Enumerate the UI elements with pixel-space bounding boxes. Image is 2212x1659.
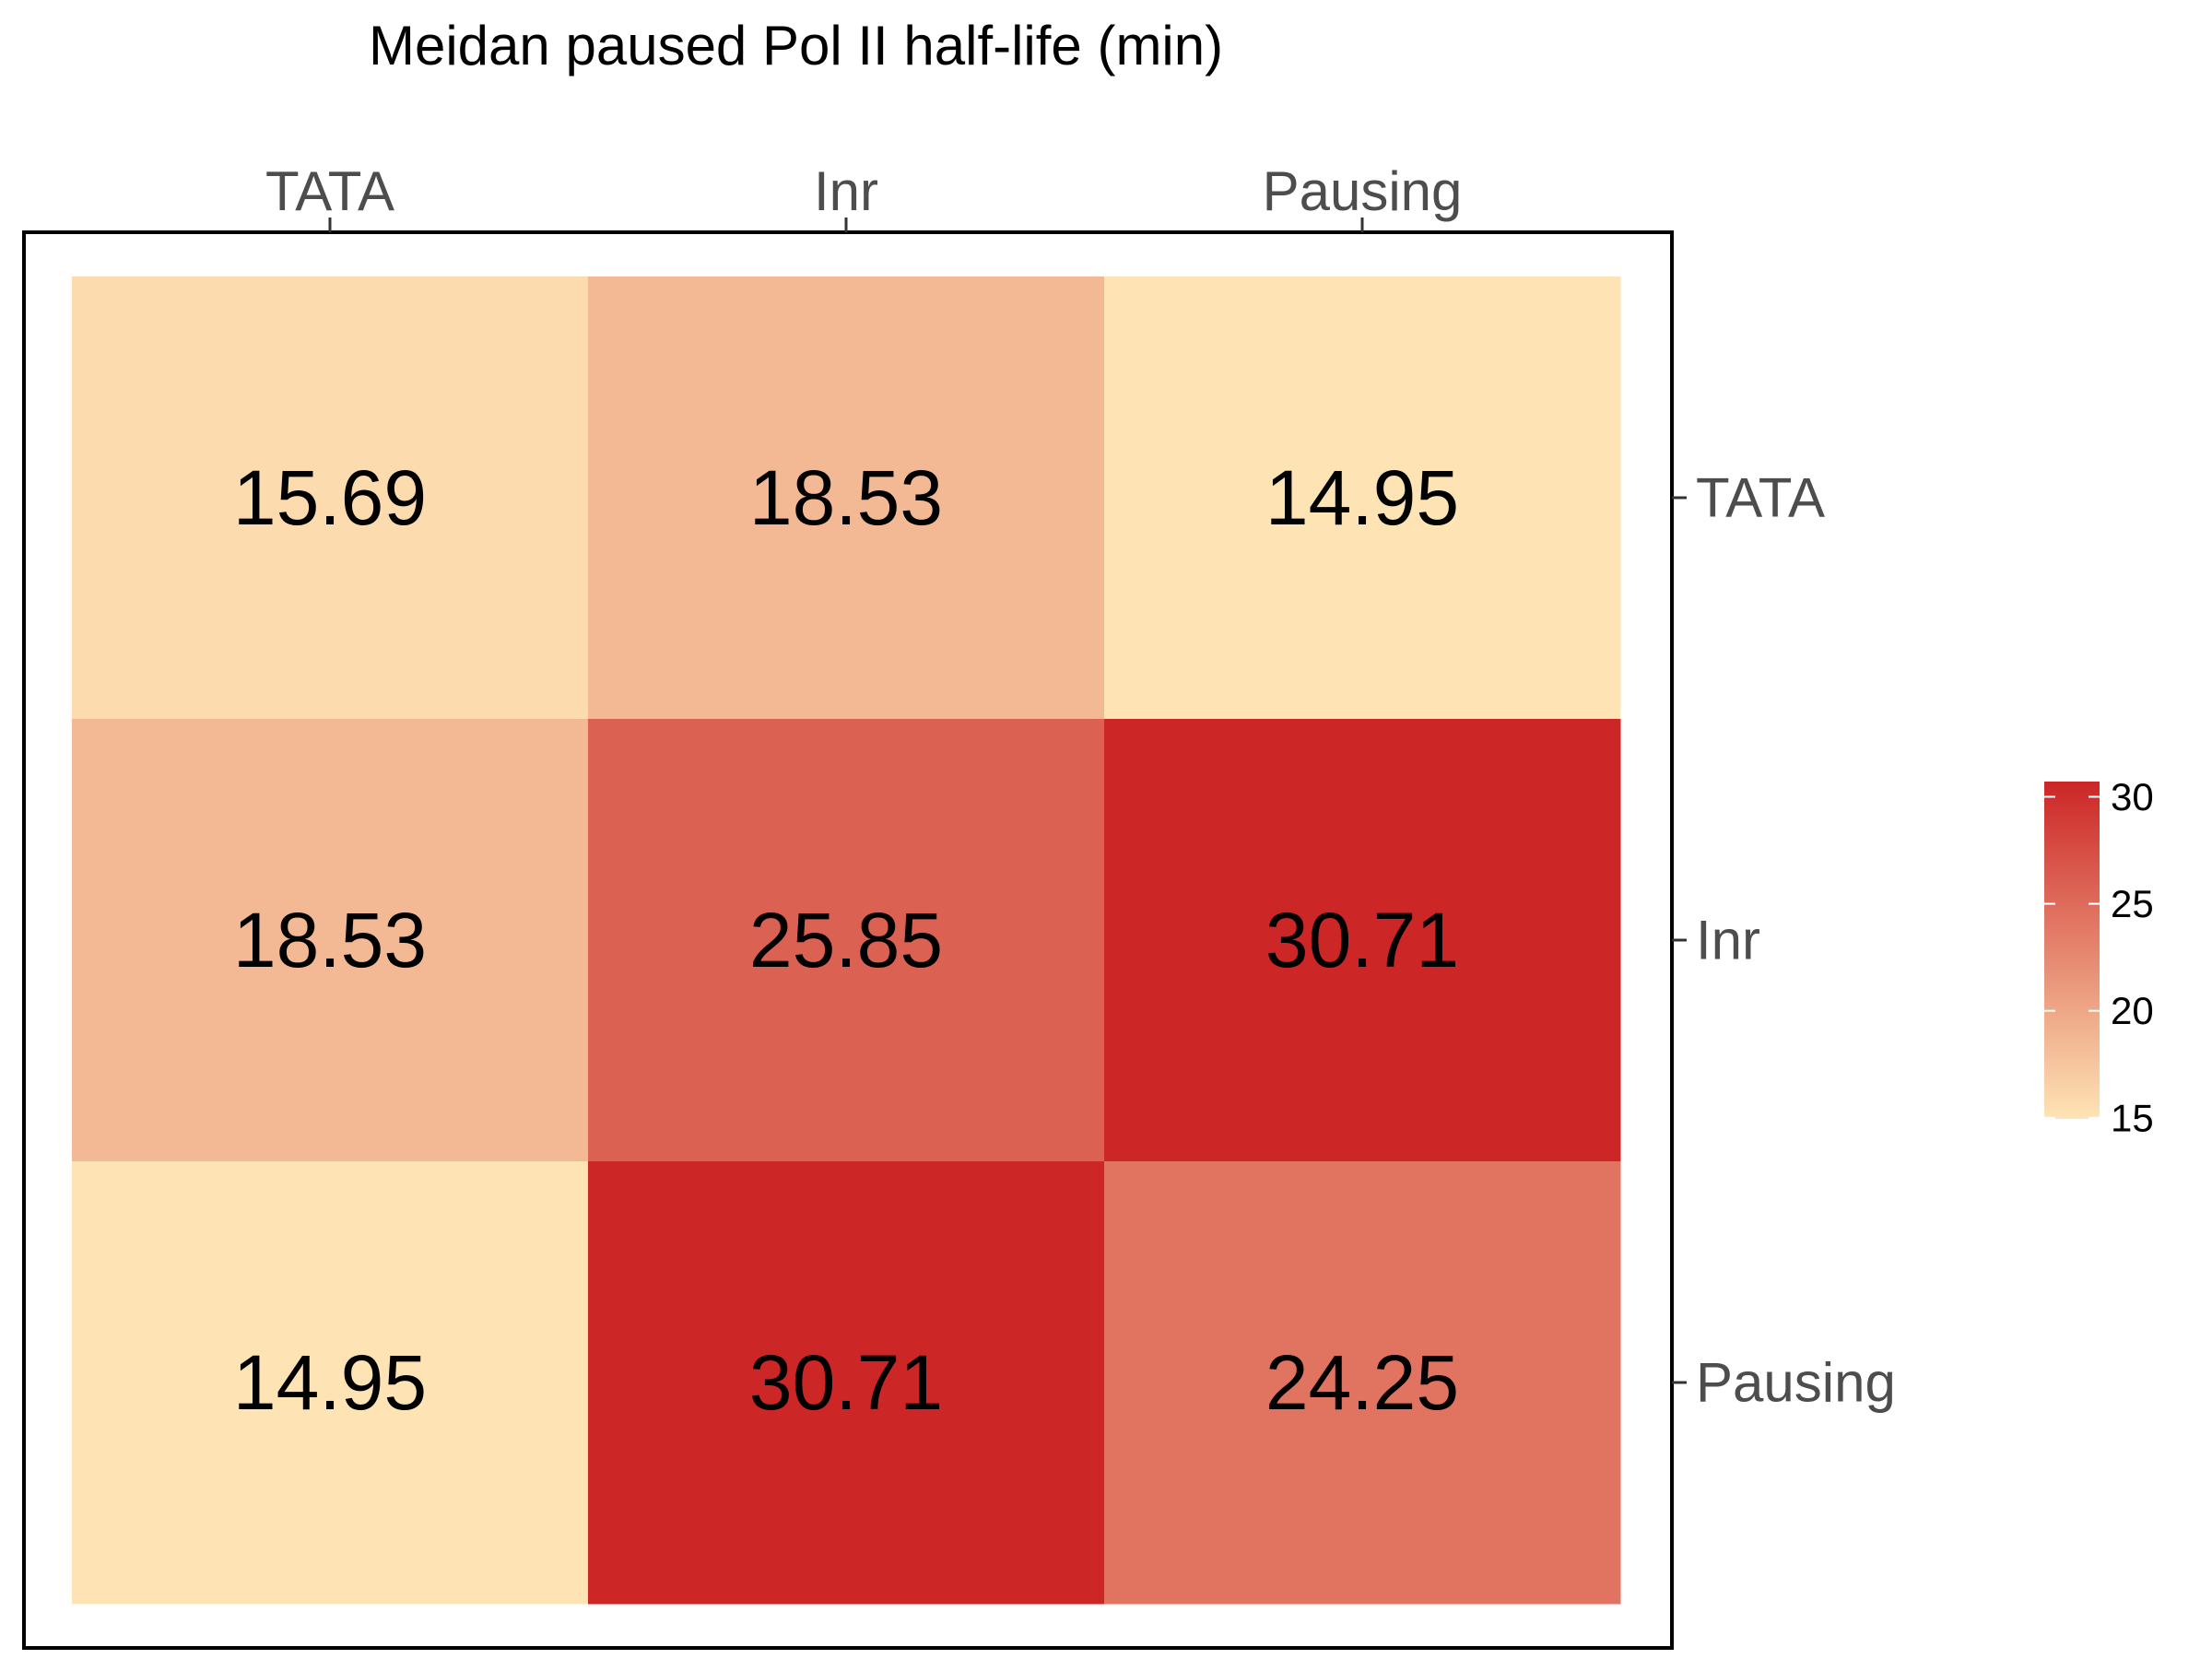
cell-label: 25.85: [749, 897, 943, 983]
heatmap-cell: [588, 1161, 1105, 1605]
heatmap-cell: [72, 719, 589, 1162]
y-axis: TATA Inr Pausing: [1672, 467, 1896, 1414]
y-tick-label: Pausing: [1696, 1352, 1896, 1414]
x-axis: TATA Inr Pausing: [265, 160, 1462, 232]
color-legend: 15 20 25 30: [2044, 775, 2154, 1139]
heatmap-cell: [1104, 719, 1621, 1162]
legend-tick-label: 15: [2111, 1096, 2154, 1139]
heatmap-cell: [1104, 1161, 1621, 1605]
heatmap-cell: [72, 276, 589, 720]
cell-label: 18.53: [749, 454, 943, 541]
chart-title: Meidan paused Pol II half-life (min): [369, 15, 1223, 76]
cell-label: 18.53: [233, 897, 427, 983]
legend-tick-label: 25: [2111, 882, 2154, 925]
heatmap-cell: [72, 1161, 589, 1605]
heatmap-cell: [588, 276, 1105, 720]
x-tick-label: Pausing: [1263, 160, 1463, 222]
cell-label: 15.69: [233, 454, 427, 541]
heatmap-cells: 15.69 18.53 14.95 18.53 25.85 30.71 14.95 30.71…: [72, 276, 1621, 1605]
x-tick-label: Inr: [814, 160, 878, 222]
y-tick-label: TATA: [1696, 467, 1825, 529]
legend-colorbar: [2044, 782, 2100, 1119]
cell-label: 24.25: [1265, 1339, 1459, 1426]
heatmap-cell: [588, 719, 1105, 1162]
cell-label: 14.95: [1265, 454, 1459, 541]
y-tick-label: Inr: [1696, 910, 1760, 971]
legend-tick-label: 30: [2111, 775, 2154, 818]
legend-tick-label: 20: [2111, 989, 2154, 1032]
cell-label: 14.95: [233, 1339, 427, 1426]
heatmap-cell: [1104, 276, 1621, 720]
cell-label: 30.71: [1265, 897, 1459, 983]
x-tick-label: TATA: [265, 160, 394, 222]
cell-label: 30.71: [749, 1339, 943, 1426]
